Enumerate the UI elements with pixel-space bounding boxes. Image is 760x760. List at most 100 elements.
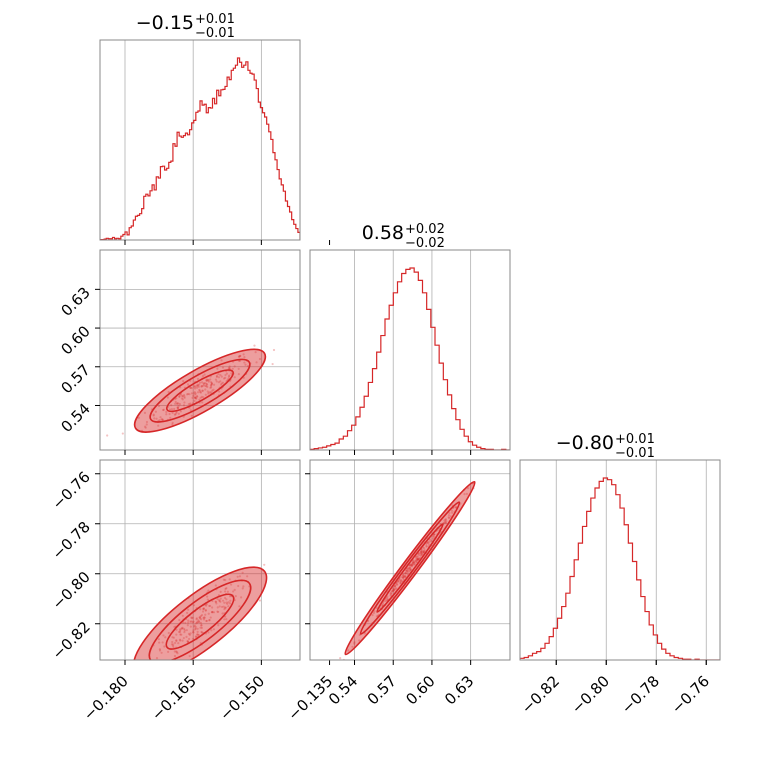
scatter-point: [205, 378, 208, 381]
scatter-point: [375, 615, 378, 618]
scatter-point: [171, 636, 174, 639]
scatter-point: [202, 384, 205, 387]
scatter-point: [447, 514, 451, 517]
scatter-point: [208, 619, 211, 622]
scatter-point: [206, 378, 210, 382]
scatter-point: [409, 568, 412, 572]
scatter-point: [414, 559, 417, 562]
scatter-point: [416, 558, 419, 562]
scatter-point: [144, 426, 147, 429]
scatter-point: [202, 382, 205, 385]
scatter-point: [206, 385, 209, 389]
scatter-point: [123, 670, 125, 672]
scatter-point: [406, 569, 409, 572]
scatter-point: [225, 618, 228, 621]
scatter-point: [162, 667, 164, 669]
scatter-point: [399, 579, 402, 582]
scatter-point: [404, 575, 407, 578]
hist-panel-0-content: [100, 40, 300, 240]
scatter-point: [209, 604, 212, 608]
scatter-point: [416, 558, 420, 562]
scatter-point: [381, 602, 385, 605]
scatter-point: [224, 373, 227, 377]
scatter-point: [216, 606, 219, 609]
scatter-point: [238, 605, 241, 608]
scatter-point: [403, 574, 406, 577]
scatter-point: [194, 627, 197, 630]
scatter-point: [181, 626, 184, 630]
scatter-point: [212, 611, 216, 614]
contour-level-0: [133, 348, 267, 433]
scatter-point: [463, 493, 466, 496]
scatter-point: [205, 385, 208, 388]
hist-panel-2-labels-xtick-label-1: −0.80: [568, 672, 613, 717]
scatter-panel-1-2-xtick-label-3: 0.63: [441, 672, 477, 708]
scatter-point: [205, 383, 209, 386]
scatter-point: [171, 676, 173, 678]
scatter-point: [180, 397, 183, 400]
scatter-point: [198, 616, 201, 619]
scatter-point: [203, 382, 206, 385]
scatter-point: [148, 667, 150, 669]
scatter-point: [171, 421, 174, 424]
scatter-point: [263, 563, 266, 566]
scatter-point: [402, 574, 405, 577]
scatter-point: [423, 549, 426, 552]
scatter-point: [145, 420, 149, 424]
scatter-point: [224, 606, 227, 609]
scatter-point: [400, 578, 403, 582]
scatter-point: [255, 361, 258, 364]
scatter-point: [181, 398, 184, 401]
scatter-point: [246, 364, 250, 368]
scatter-point: [389, 592, 392, 595]
scatter-point: [409, 568, 412, 571]
scatter-point: [216, 610, 219, 613]
scatter-point: [192, 394, 195, 397]
scatter-point: [428, 538, 432, 541]
scatter-point: [407, 567, 410, 570]
scatter-point: [444, 518, 447, 521]
title-param-0: −0.15: [136, 12, 194, 34]
scatter-panel-0-1-ytick-label-2: 0.60: [57, 322, 93, 358]
scatter-point: [198, 389, 201, 392]
scatter-point: [215, 602, 218, 605]
scatter-point: [192, 637, 195, 640]
scatter-point: [210, 611, 214, 614]
scatter-point: [181, 614, 184, 617]
scatter-point: [161, 418, 164, 422]
scatter-point: [187, 621, 190, 624]
scatter-point: [193, 625, 196, 628]
scatter-point: [176, 406, 179, 409]
scatter-point: [199, 626, 202, 629]
scatter-point: [404, 571, 407, 574]
scatter-point: [188, 633, 191, 636]
scatter-point: [177, 412, 180, 415]
scatter-point: [183, 629, 186, 632]
scatter-point: [353, 642, 356, 645]
scatter-point: [158, 419, 161, 422]
scatter-point: [180, 627, 183, 630]
scatter-point: [243, 361, 246, 364]
scatter-point: [200, 630, 203, 634]
scatter-point: [221, 366, 225, 369]
scatter-point: [228, 595, 232, 598]
scatter-point: [358, 639, 361, 642]
scatter-point: [443, 519, 446, 522]
scatter-point: [194, 625, 197, 628]
scatter-point: [253, 344, 256, 347]
scatter-point: [204, 388, 207, 391]
scatter-point: [237, 367, 240, 371]
scatter-point: [226, 590, 229, 593]
scatter-point: [185, 629, 188, 632]
scatter-point: [167, 631, 170, 635]
scatter-point: [233, 365, 236, 368]
scatter-point: [183, 393, 186, 397]
scatter-point: [219, 380, 222, 383]
scatter-point: [194, 385, 197, 388]
scatter-point: [202, 618, 206, 621]
scatter-point: [416, 557, 419, 561]
scatter-point: [199, 381, 202, 384]
scatter-point: [175, 651, 178, 654]
scatter-point: [175, 639, 178, 642]
scatter-point: [421, 551, 425, 554]
